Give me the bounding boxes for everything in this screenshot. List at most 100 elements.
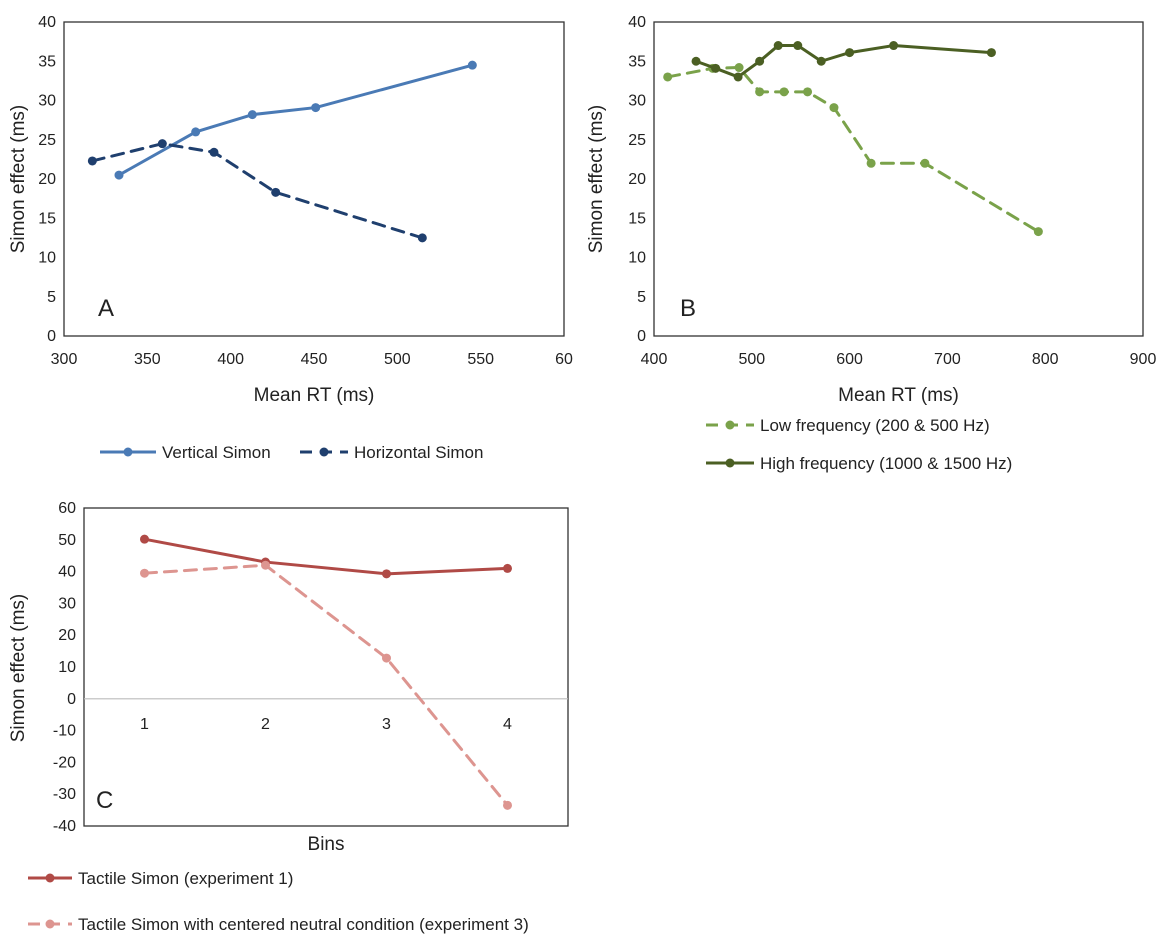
y-tick-label: 20 <box>628 171 646 188</box>
data-point <box>382 569 391 579</box>
data-point <box>803 87 813 97</box>
y-tick-label: -30 <box>53 786 76 803</box>
y-tick-label: 35 <box>628 53 646 70</box>
y-tick-label: 15 <box>628 210 646 227</box>
data-point <box>417 233 427 243</box>
y-tick-label: 0 <box>67 691 76 708</box>
x-tick-label: 300 <box>51 351 78 368</box>
data-point <box>663 72 673 82</box>
data-point <box>889 41 899 51</box>
x-tick-label: 350 <box>134 351 161 368</box>
x-tick-label: 800 <box>1032 351 1059 368</box>
y-tick-label: -20 <box>53 754 76 771</box>
y-tick-label: 20 <box>58 627 76 644</box>
legend-label: Horizontal Simon <box>354 443 483 462</box>
x-tick-label: 400 <box>217 351 244 368</box>
panel-label: A <box>98 295 114 322</box>
y-tick-label: 40 <box>58 564 76 581</box>
y-tick-label: 0 <box>47 328 56 345</box>
data-point <box>503 800 512 810</box>
data-point <box>261 560 270 570</box>
x-tick-label: 700 <box>934 351 961 368</box>
legend-marker <box>45 919 55 929</box>
data-point <box>734 63 744 73</box>
x-tick-label: 450 <box>301 351 328 368</box>
series-line-1 <box>143 537 509 576</box>
plot-area-B <box>653 21 1144 337</box>
data-point <box>816 56 826 66</box>
legend-marker <box>725 420 735 430</box>
data-point <box>755 56 765 66</box>
series-line-2 <box>143 563 509 807</box>
data-point <box>711 63 721 73</box>
x-category-label: 3 <box>382 716 391 733</box>
data-point <box>247 110 257 120</box>
y-axis-title: Simon effect (ms) <box>586 105 607 254</box>
data-point <box>793 41 803 51</box>
y-tick-label: 10 <box>58 659 76 676</box>
y-tick-label: 30 <box>628 93 646 110</box>
data-point <box>733 72 743 82</box>
y-tick-label: 25 <box>38 132 56 149</box>
x-category-label: 4 <box>503 716 512 733</box>
y-tick-label: 10 <box>628 250 646 267</box>
data-point <box>845 48 855 58</box>
y-tick-label: 25 <box>628 132 646 149</box>
y-tick-label: 5 <box>637 289 646 306</box>
x-tick-label: 900 <box>1130 351 1157 368</box>
legend-label: Vertical Simon <box>162 443 271 462</box>
legend-marker <box>725 458 735 468</box>
plot-area-C <box>83 507 569 827</box>
data-point <box>271 187 281 197</box>
x-tick-label: 500 <box>384 351 411 368</box>
series-line-1 <box>117 63 474 177</box>
y-axis-title: Simon effect (ms) <box>8 105 29 254</box>
data-point <box>755 87 765 97</box>
data-point <box>773 41 783 51</box>
y-tick-label: 0 <box>637 328 646 345</box>
y-tick-label: 10 <box>38 250 56 267</box>
y-tick-label: 30 <box>58 595 76 612</box>
x-tick-label: 600 <box>836 351 863 368</box>
x-axis-title: Bins <box>308 834 345 855</box>
y-tick-label: 5 <box>47 289 56 306</box>
x-tick-label: 500 <box>738 351 765 368</box>
legend-marker <box>319 447 329 457</box>
data-point <box>382 653 391 663</box>
series-line-1 <box>666 66 1040 234</box>
legend-label: Tactile Simon (experiment 1) <box>78 869 293 888</box>
data-point <box>503 563 512 573</box>
y-tick-label: 40 <box>38 14 56 31</box>
data-point <box>1033 227 1043 237</box>
series-line-2 <box>90 142 424 240</box>
x-axis-title: Mean RT (ms) <box>838 385 959 406</box>
data-point <box>467 60 477 70</box>
legend-marker <box>123 447 133 457</box>
panel-label: C <box>96 787 113 814</box>
data-point <box>829 103 839 113</box>
y-tick-label: 60 <box>58 500 76 517</box>
x-axis-title: Mean RT (ms) <box>254 385 375 406</box>
legend-marker <box>45 873 55 883</box>
y-tick-label: 20 <box>38 171 56 188</box>
data-point <box>114 170 124 180</box>
data-point <box>311 103 321 113</box>
y-tick-label: 35 <box>38 53 56 70</box>
x-tick-label: 60 <box>555 351 573 368</box>
series-line-2 <box>694 44 993 79</box>
legend-label: Low frequency (200 & 500 Hz) <box>760 416 990 435</box>
y-tick-label: 15 <box>38 210 56 227</box>
data-point <box>140 534 149 544</box>
data-point <box>140 568 149 578</box>
data-point <box>691 56 701 66</box>
y-tick-label: -40 <box>53 818 76 835</box>
x-tick-label: 400 <box>641 351 668 368</box>
data-point <box>157 139 167 149</box>
y-tick-label: -10 <box>53 723 76 740</box>
x-category-label: 1 <box>140 716 149 733</box>
data-point <box>920 158 930 168</box>
plot-area-A <box>63 21 565 337</box>
y-tick-label: 40 <box>628 14 646 31</box>
data-point <box>986 48 996 58</box>
